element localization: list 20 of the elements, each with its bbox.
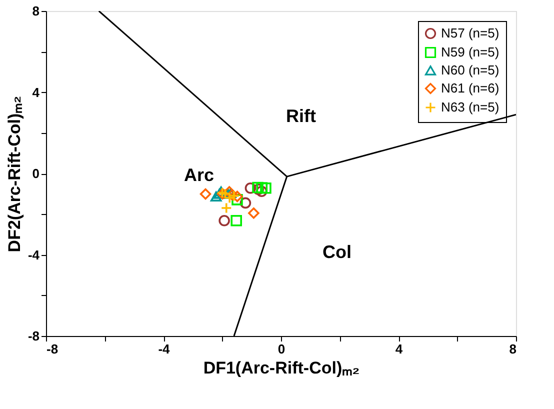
y-tick-label: 4 — [32, 84, 40, 100]
y-tick-label: -4 — [28, 247, 40, 262]
y-tick-label: 0 — [32, 166, 40, 181]
annotation: Arc — [184, 165, 214, 185]
x-tick-label: -4 — [158, 342, 171, 356]
x-tick-label: 4 — [395, 342, 404, 356]
y-axis-title: DF2(Arc-Rift-Col)ₘ₂ — [4, 96, 24, 252]
annotation: Rift — [286, 106, 316, 126]
y-tick-label: 8 — [32, 4, 40, 18]
legend-label: N61 (n=6) — [441, 80, 500, 96]
x-tick-label: 8 — [509, 342, 516, 356]
legend-label: N60 (n=5) — [441, 62, 500, 78]
x-tick-label: 0 — [278, 342, 286, 356]
legend-label: N59 (n=5) — [441, 44, 500, 60]
x-tick-label: -8 — [46, 342, 58, 356]
annotation: Col — [322, 242, 352, 262]
x-axis-title: DF1(Arc-Rift-Col)ₘ₂ — [203, 358, 360, 378]
y-tick-label: -8 — [28, 328, 40, 344]
legend-label: N63 (n=5) — [441, 100, 500, 114]
legend-label: N57 (n=5) — [441, 26, 500, 40]
